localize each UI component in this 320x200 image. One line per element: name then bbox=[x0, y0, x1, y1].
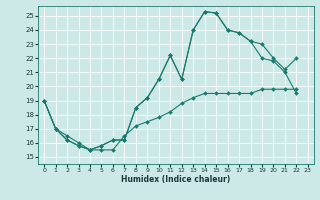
X-axis label: Humidex (Indice chaleur): Humidex (Indice chaleur) bbox=[121, 175, 231, 184]
